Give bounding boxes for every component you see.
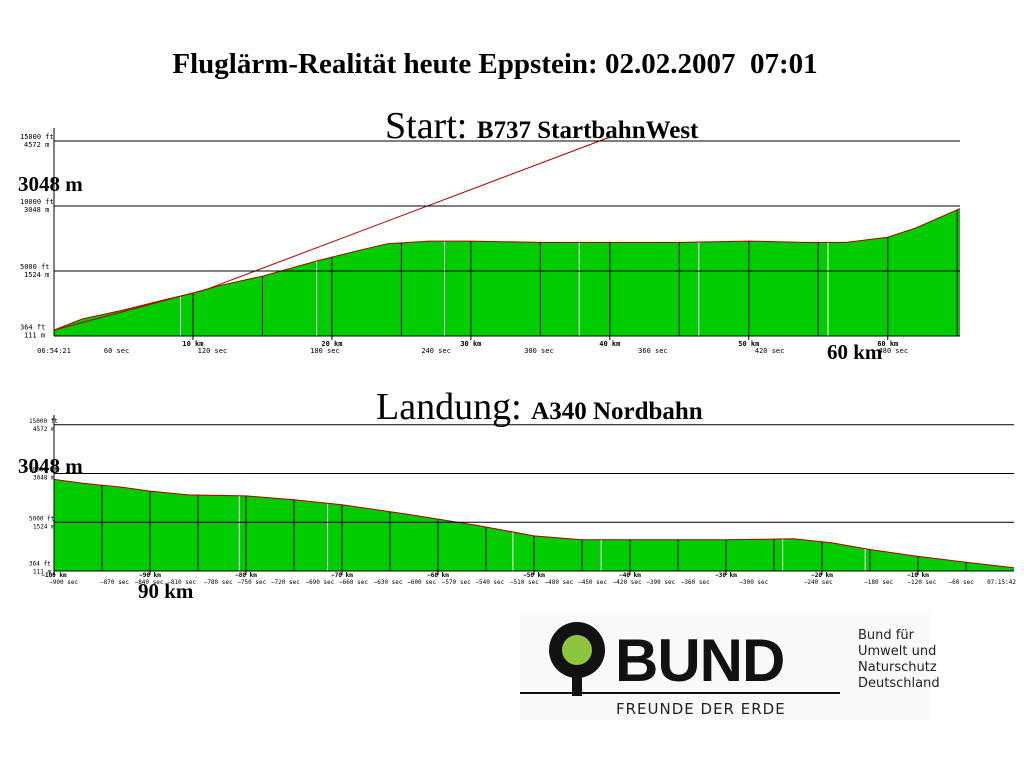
altitude-area (54, 208, 960, 336)
bund-side-line: Bund für (858, 628, 914, 643)
y-tick-label-m: 4572 m (24, 141, 49, 149)
altitude-profile-line (53, 208, 961, 331)
km-tick-label: 30 km (460, 340, 481, 348)
time-tick-label: 60 sec (104, 347, 129, 355)
landing-heading: Landung: A340 Nordbahn (376, 385, 703, 429)
time-tick-label: −420 sec (613, 579, 642, 586)
km-tick-label: 10 km (182, 340, 203, 348)
bund-tree-icon (549, 622, 605, 696)
y-tick-label-ft: 15000 ft (29, 418, 58, 425)
landing-heading-label: Landung: (376, 386, 522, 428)
bund-side-line: Umwelt und (858, 644, 937, 659)
bund-logo: BUND FREUNDE DER ERDE Bund für Umwelt un… (520, 612, 940, 720)
time-tick-label: −540 sec (475, 579, 504, 586)
start-heading: Start: B737 StartbahnWest (385, 104, 698, 148)
km-tick-label: −50 km (523, 572, 545, 579)
planned-climb-line (53, 136, 610, 331)
time-tick-label: −450 sec (578, 579, 607, 586)
km-tick-label: −10 km (907, 572, 929, 579)
time-tick-label: −120 sec (907, 579, 936, 586)
time-tick-label: −840 sec (135, 579, 164, 586)
y-tick-label-ft: 364 ft (20, 323, 45, 331)
time-tick-label: 240 sec (421, 347, 451, 355)
time-tick-label: 420 sec (755, 347, 785, 355)
time-tick-label: −780 sec (204, 579, 233, 586)
km-tick-label: −40 km (619, 572, 641, 579)
y-tick-label-m: 3048 m (24, 206, 49, 214)
time-tick-label: −810 sec (167, 579, 196, 586)
bund-side-line: Naturschutz (858, 660, 937, 675)
start-heading-label: Start: (385, 105, 468, 147)
km-tick-label: 20 km (321, 340, 342, 348)
y-tick-label-ft: 5000 ft (29, 515, 55, 522)
bund-side-line: Deutschland (858, 676, 940, 691)
time-tick-label: −180 sec (864, 579, 893, 586)
time-tick-label: 300 sec (524, 347, 554, 355)
landing-aircraft: A340 Nordbahn (531, 398, 703, 425)
km-tick-label: 60 km (877, 340, 898, 348)
y-tick-label-ft: 5000 ft (20, 263, 50, 271)
time-tick-label: 120 sec (198, 347, 228, 355)
time-tick-label: −360 sec (681, 579, 710, 586)
landing-altitude-annotation: 3048 m (18, 454, 83, 478)
time-tick-label: −570 sec (442, 579, 471, 586)
km-tick-label: 50 km (738, 340, 759, 348)
time-tick-label: 07:15:42 (987, 579, 1016, 586)
time-tick-label: −660 sec (339, 579, 368, 586)
time-tick-label: −60 sec (949, 579, 975, 586)
time-tick-label: −600 sec (407, 579, 436, 586)
bund-tagline: FREUNDE DER ERDE (616, 700, 786, 718)
y-tick-label-m: 111 m (33, 568, 51, 575)
y-tick-label-m: 3048 m (33, 475, 55, 482)
time-tick-label: −390 sec (646, 579, 675, 586)
km-tick-label: −60 km (427, 572, 449, 579)
start-distance-annotation: 60 km (827, 340, 883, 364)
y-tick-label-m: 1524 m (24, 271, 49, 279)
time-tick-label: −630 sec (374, 579, 403, 586)
time-tick-label: 480 sec (879, 347, 909, 355)
start-altitude-annotation: 3048 m (18, 172, 83, 196)
time-tick-label: −690 sec (305, 579, 334, 586)
time-tick-label: 360 sec (638, 347, 668, 355)
page-title: Fluglärm-Realität heute Eppstein: 02.02.… (172, 48, 818, 80)
bund-wordmark: BUND (615, 627, 785, 694)
time-tick-label: −240 sec (804, 579, 833, 586)
km-tick-label: 40 km (599, 340, 620, 348)
y-tick-label-ft: 10000 ft (20, 198, 54, 206)
time-tick-label: −900 sec (49, 579, 78, 586)
km-tick-label: −30 km (715, 572, 737, 579)
km-tick-label: −100 km (41, 572, 67, 579)
time-tick-label: 06:54:21 (37, 347, 71, 355)
time-tick-label: −480 sec (545, 579, 574, 586)
y-tick-label-m: 111 m (24, 331, 45, 339)
start-aircraft: B737 StartbahnWest (476, 117, 699, 144)
km-tick-label: −20 km (811, 572, 833, 579)
time-tick-label: 180 sec (310, 347, 340, 355)
km-tick-label: −70 km (331, 572, 353, 579)
time-tick-label: −870 sec (100, 579, 129, 586)
time-tick-label: −750 sec (237, 579, 266, 586)
y-tick-label-ft: 15000 ft (20, 133, 54, 141)
y-tick-label-m: 4572 m (33, 426, 55, 433)
bund-side-text: Bund für Umwelt und Naturschutz Deutschl… (858, 628, 940, 692)
y-tick-label-m: 1524 m (33, 523, 55, 530)
km-tick-label: −90 km (139, 572, 161, 579)
y-tick-label-ft: 10000 ft (29, 467, 58, 474)
logo-divider (520, 692, 840, 694)
altitude-profile-line (53, 478, 1015, 569)
time-tick-label: −300 sec (739, 579, 768, 586)
time-tick-label: −720 sec (271, 579, 300, 586)
landing-distance-annotation: 90 km (138, 579, 194, 603)
km-tick-label: −80 km (235, 572, 257, 579)
y-tick-label-ft: 364 ft (29, 560, 51, 567)
time-tick-label: −510 sec (510, 579, 539, 586)
